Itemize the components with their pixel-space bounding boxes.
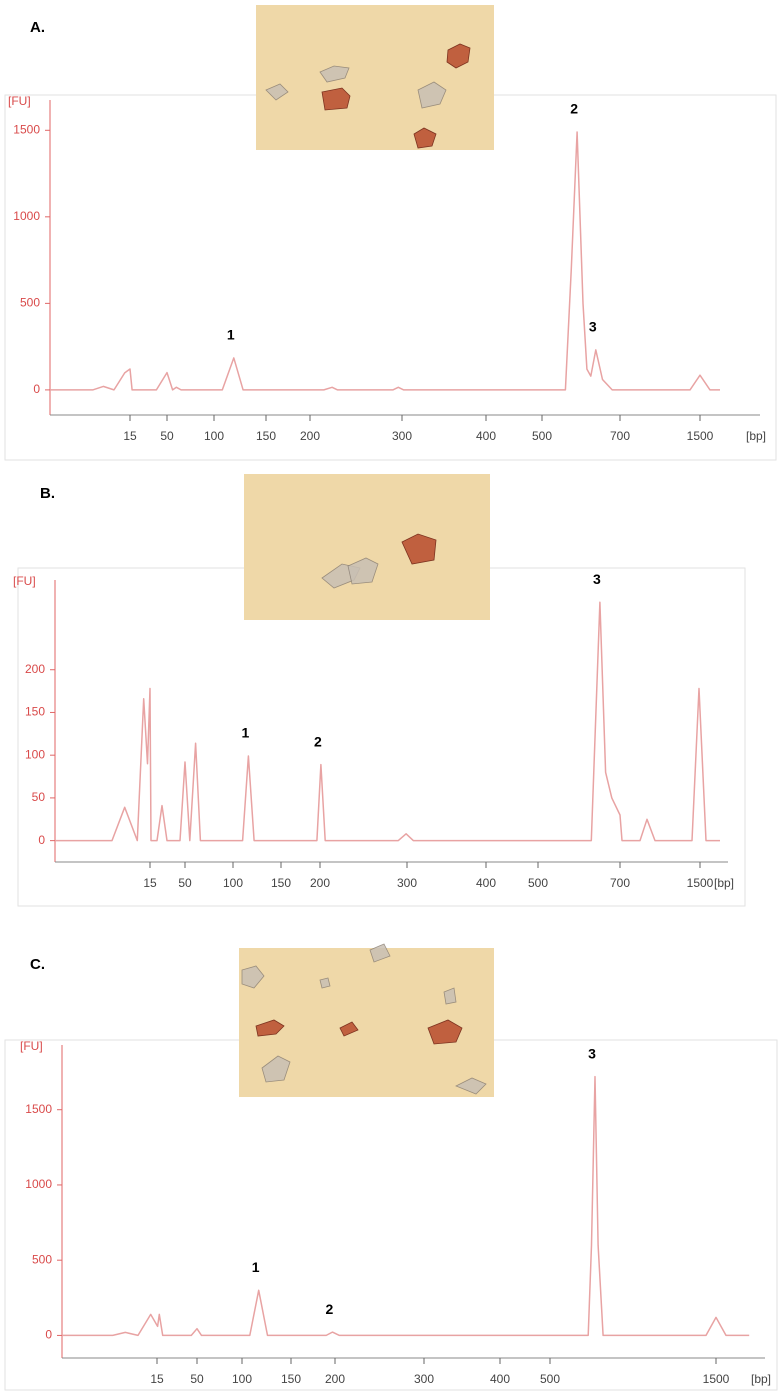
x-tick-label: 1500 [687, 876, 714, 890]
peak-label: 3 [588, 1045, 596, 1061]
x-tick-label: 400 [490, 1372, 510, 1386]
x-tick-label: 50 [178, 876, 192, 890]
x-axis-label: [bp] [751, 1372, 771, 1386]
x-tick-label: 150 [271, 876, 291, 890]
peak-label: 2 [325, 1301, 333, 1317]
x-tick-label: 50 [160, 429, 174, 443]
y-tick-label: 200 [25, 662, 45, 676]
peak-label: 1 [227, 327, 235, 343]
x-tick-label: 100 [223, 876, 243, 890]
y-tick-label: 500 [20, 296, 40, 310]
peak-label: 1 [241, 725, 249, 741]
y-tick-label: 0 [38, 833, 45, 847]
x-tick-label: 100 [232, 1372, 252, 1386]
x-tick-label: 200 [310, 876, 330, 890]
x-tick-label: 300 [397, 876, 417, 890]
x-tick-label: 300 [414, 1372, 434, 1386]
micrograph [239, 943, 494, 1097]
peak-label: 1 [252, 1259, 260, 1275]
x-tick-label: 700 [610, 876, 630, 890]
x-tick-label: 500 [540, 1372, 560, 1386]
x-tick-label: 15 [123, 429, 137, 443]
y-tick-label: 1000 [25, 1177, 52, 1191]
x-tick-label: 500 [532, 429, 552, 443]
y-tick-label: 0 [33, 382, 40, 396]
y-axis-label: [FU] [13, 574, 36, 588]
trace [50, 131, 720, 391]
x-tick-label: 300 [392, 429, 412, 443]
y-tick-label: 1500 [25, 1102, 52, 1116]
trace [62, 1075, 750, 1337]
y-tick-label: 100 [25, 747, 45, 761]
x-tick-label: 1500 [687, 429, 714, 443]
x-tick-label: 150 [281, 1372, 301, 1386]
y-tick-label: 150 [25, 705, 45, 719]
y-tick-label: 0 [45, 1328, 52, 1342]
trace [55, 601, 720, 842]
x-tick-label: 400 [476, 429, 496, 443]
x-tick-label: 700 [610, 429, 630, 443]
micrograph [256, 5, 494, 150]
x-tick-label: 15 [143, 876, 157, 890]
peak-label: 3 [589, 319, 597, 335]
y-tick-label: 500 [32, 1252, 52, 1266]
peak-label: 2 [314, 733, 322, 749]
y-tick-label: 1500 [13, 122, 40, 136]
x-axis-label: [bp] [746, 429, 766, 443]
panel-label: B. [40, 485, 55, 502]
x-tick-label: 100 [204, 429, 224, 443]
y-axis-label: [FU] [20, 1039, 43, 1053]
x-tick-label: 500 [528, 876, 548, 890]
x-tick-label: 200 [300, 429, 320, 443]
micrograph [244, 474, 490, 620]
x-tick-label: 1500 [703, 1372, 730, 1386]
peak-label: 3 [593, 571, 601, 587]
y-tick-label: 50 [32, 790, 46, 804]
x-tick-label: 200 [325, 1372, 345, 1386]
peak-label: 2 [570, 101, 578, 117]
x-tick-label: 150 [256, 429, 276, 443]
x-tick-label: 50 [190, 1372, 204, 1386]
x-tick-label: 15 [150, 1372, 164, 1386]
panel-label: A. [30, 19, 45, 36]
y-tick-label: 1000 [13, 209, 40, 223]
x-tick-label: 400 [476, 876, 496, 890]
panel-label: C. [30, 956, 45, 973]
x-axis-label: [bp] [714, 876, 734, 890]
y-axis-label: [FU] [8, 94, 31, 108]
